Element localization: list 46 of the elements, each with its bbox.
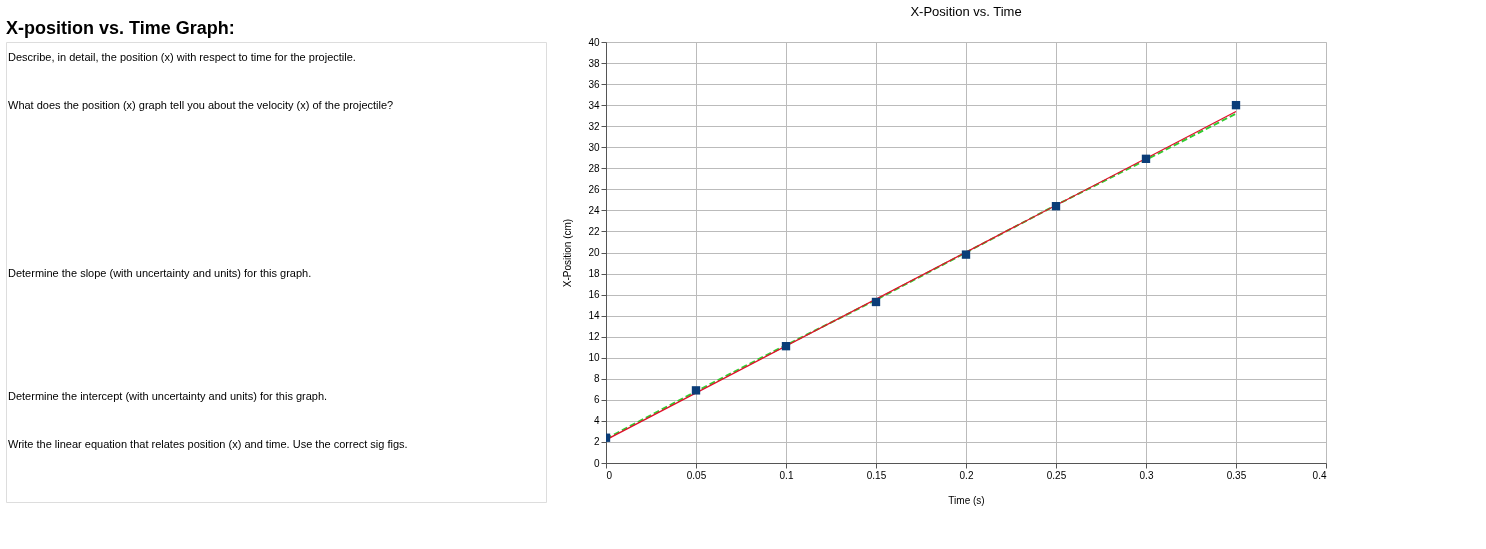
y-tick-label: 14: [588, 310, 600, 322]
x-tick-label: 0.15: [866, 469, 887, 481]
y-tick-label: 22: [588, 225, 600, 237]
point: [961, 250, 971, 259]
x-tick-label: 0.35: [1226, 469, 1247, 481]
y-axis-title: X-Position (cm): [562, 218, 574, 288]
text: Describe, in detail, the position (x) with respect to time for the projectile.: [8, 51, 356, 63]
point: [691, 386, 701, 395]
x-tick-label: 0.1: [779, 469, 794, 481]
point: [1141, 154, 1151, 164]
x-axis-title: Time (s): [948, 494, 985, 506]
text: Determine the intercept (with uncertainty and units) for this graph.: [8, 390, 328, 402]
text: X-position vs. Time Graph:: [6, 18, 235, 38]
y-tick-label: 2: [593, 436, 600, 448]
y-tick-label: 16: [588, 289, 600, 301]
y-tick-label: 20: [588, 247, 600, 258]
y-tick-label: 6: [593, 394, 600, 406]
y-tick-label: 26: [588, 183, 600, 195]
y-tick-label: 38: [588, 57, 600, 69]
point: [871, 297, 881, 307]
x-tick-label: 0.3: [1139, 469, 1154, 481]
y-tick-label: 4: [593, 415, 600, 427]
y-tick-label: 34: [588, 99, 600, 111]
chart-title: X-Position vs. Time: [910, 4, 1022, 19]
y-tick-label: 0: [593, 457, 600, 469]
y-tick-label: 12: [588, 331, 600, 343]
y-tick-label: 18: [588, 268, 600, 280]
point: [1051, 202, 1061, 211]
y-tick-label: 10: [588, 352, 600, 364]
x-tick-label: 0.2: [959, 469, 974, 481]
y-tick-label: 32: [588, 120, 600, 132]
y-tick-label: 40: [588, 36, 600, 48]
text: Determine the slope (with uncertainty and units) for this graph.: [8, 267, 312, 279]
y-tick-label: 30: [588, 141, 600, 153]
y-tick-label: 24: [588, 204, 600, 216]
x-tick-label: 0.05: [686, 469, 707, 481]
x-tick-label: 0: [606, 469, 613, 481]
y-tick-label: 36: [588, 78, 600, 90]
x-tick-label: 0.25: [1046, 469, 1067, 481]
point: [781, 341, 791, 351]
y-tick-label: 8: [593, 373, 600, 385]
text: What does the position (x) graph tell you about the velocity (x) of the projectile?: [8, 99, 394, 111]
y-tick-label: 28: [588, 162, 600, 174]
point: [1231, 100, 1241, 110]
x-tick-label: 0.4: [1312, 469, 1327, 481]
text: Write the linear equation that relates position (x) and time. Use the correct sig figs.: [8, 438, 408, 450]
